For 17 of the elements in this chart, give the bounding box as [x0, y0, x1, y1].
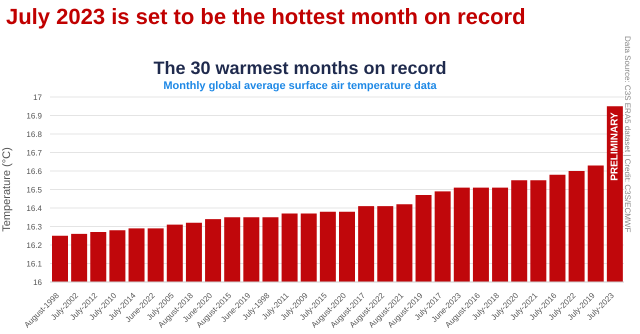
y-tick-label: 17: [33, 92, 43, 102]
y-axis-title: Temperature (°C): [0, 147, 13, 232]
y-tick-label: 16.3: [26, 222, 43, 232]
y-tick-label: 16.5: [26, 185, 43, 194]
annotation: Data Source: C3S ERA5 dataset | Credit: C3S/ECMWF: [623, 36, 632, 234]
chart-title: July 2023 is set to be the hottest month on record: [6, 4, 526, 30]
y-tick-label: 16.2: [26, 240, 43, 250]
y-tick-label: 16.9: [26, 111, 43, 120]
y-tick-label: 16.6: [26, 166, 43, 176]
y-tick-label: 16: [33, 278, 43, 287]
y-tick-label: 16.8: [26, 130, 43, 139]
y-tick-label: 16.1: [26, 259, 43, 268]
y-tick-label: 16.4: [26, 204, 43, 213]
y-tick-label: 16.7: [26, 148, 43, 158]
annotation: PRELIMINARY: [609, 112, 620, 181]
chart-subtitle: The 30 warmest months on record: [152, 58, 448, 79]
text: Monthly global average surface air temperature data: [162, 80, 438, 92]
